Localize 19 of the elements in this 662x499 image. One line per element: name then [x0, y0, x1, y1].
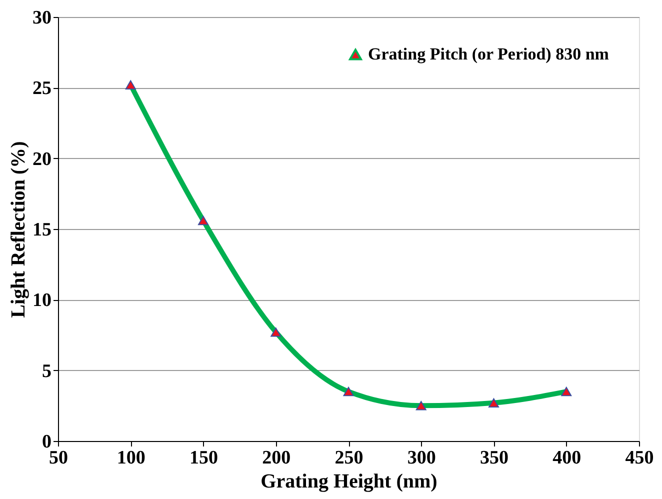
- x-tick-label: 450: [625, 448, 654, 468]
- x-tick-label: 250: [334, 448, 364, 468]
- legend-label: Grating Pitch (or Period) 830 nm: [368, 44, 609, 64]
- x-tick-label: 50: [49, 448, 68, 468]
- x-tick-label: 300: [407, 448, 436, 468]
- x-tick-label: 150: [190, 448, 218, 468]
- x-tick-label: 200: [262, 448, 291, 468]
- x-axis-title: Grating Height (nm): [260, 470, 438, 492]
- x-tick-label: 350: [480, 448, 508, 468]
- y-tick-label: 25: [32, 78, 52, 100]
- y-tick-label: 0: [42, 432, 52, 452]
- y-tick-label: 15: [32, 220, 52, 240]
- y-axis-title: Light Reflection (%): [8, 141, 30, 318]
- y-tick-label: 30: [32, 8, 52, 28]
- y-tick-label: 20: [32, 148, 52, 170]
- y-tick-label: 10: [32, 290, 52, 312]
- y-tick-label: 5: [42, 360, 52, 382]
- x-tick-label: 400: [552, 448, 582, 468]
- x-tick-label: 100: [116, 448, 146, 468]
